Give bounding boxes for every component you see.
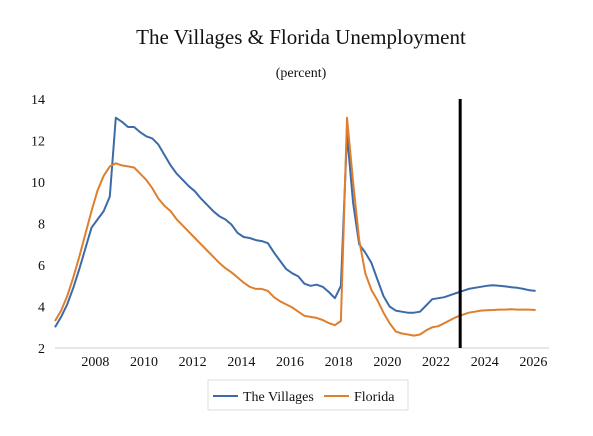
x-tick-label: 2008 (81, 355, 109, 370)
y-tick-label: 12 (31, 135, 45, 150)
x-tick-label: 2022 (422, 355, 450, 370)
y-tick-label: 10 (31, 176, 45, 191)
x-tick-label: 2014 (227, 355, 255, 370)
series-lines (54, 116, 536, 337)
legend-label-florida: Florida (354, 390, 395, 405)
y-axis-ticks: 2 4 6 8 10 12 14 (31, 93, 45, 357)
x-tick-label: 2020 (373, 355, 401, 370)
y-tick-label: 4 (38, 301, 45, 316)
chart-title: The Villages & Florida Unemployment (136, 25, 466, 49)
y-tick-label: 8 (38, 218, 45, 233)
legend: The Villages Florida (207, 379, 409, 411)
x-tick-label: 2016 (276, 355, 304, 370)
x-tick-label: 2026 (519, 355, 547, 370)
chart-subtitle: (percent) (276, 66, 327, 81)
legend-label-the-villages: The Villages (243, 390, 314, 405)
legend-box (207, 379, 409, 411)
y-tick-label: 2 (38, 342, 45, 357)
series-line-florida (54, 116, 536, 337)
x-tick-label: 2024 (471, 355, 499, 370)
x-tick-label: 2018 (325, 355, 353, 370)
x-tick-label: 2010 (130, 355, 158, 370)
y-tick-label: 14 (31, 93, 45, 108)
series-line-the-villages (54, 116, 536, 328)
x-tick-label: 2012 (179, 355, 207, 370)
x-axis-ticks: 2008 2010 2012 2014 2016 2018 2020 2022 2024 2026 (81, 355, 547, 370)
y-tick-label: 6 (38, 259, 45, 274)
